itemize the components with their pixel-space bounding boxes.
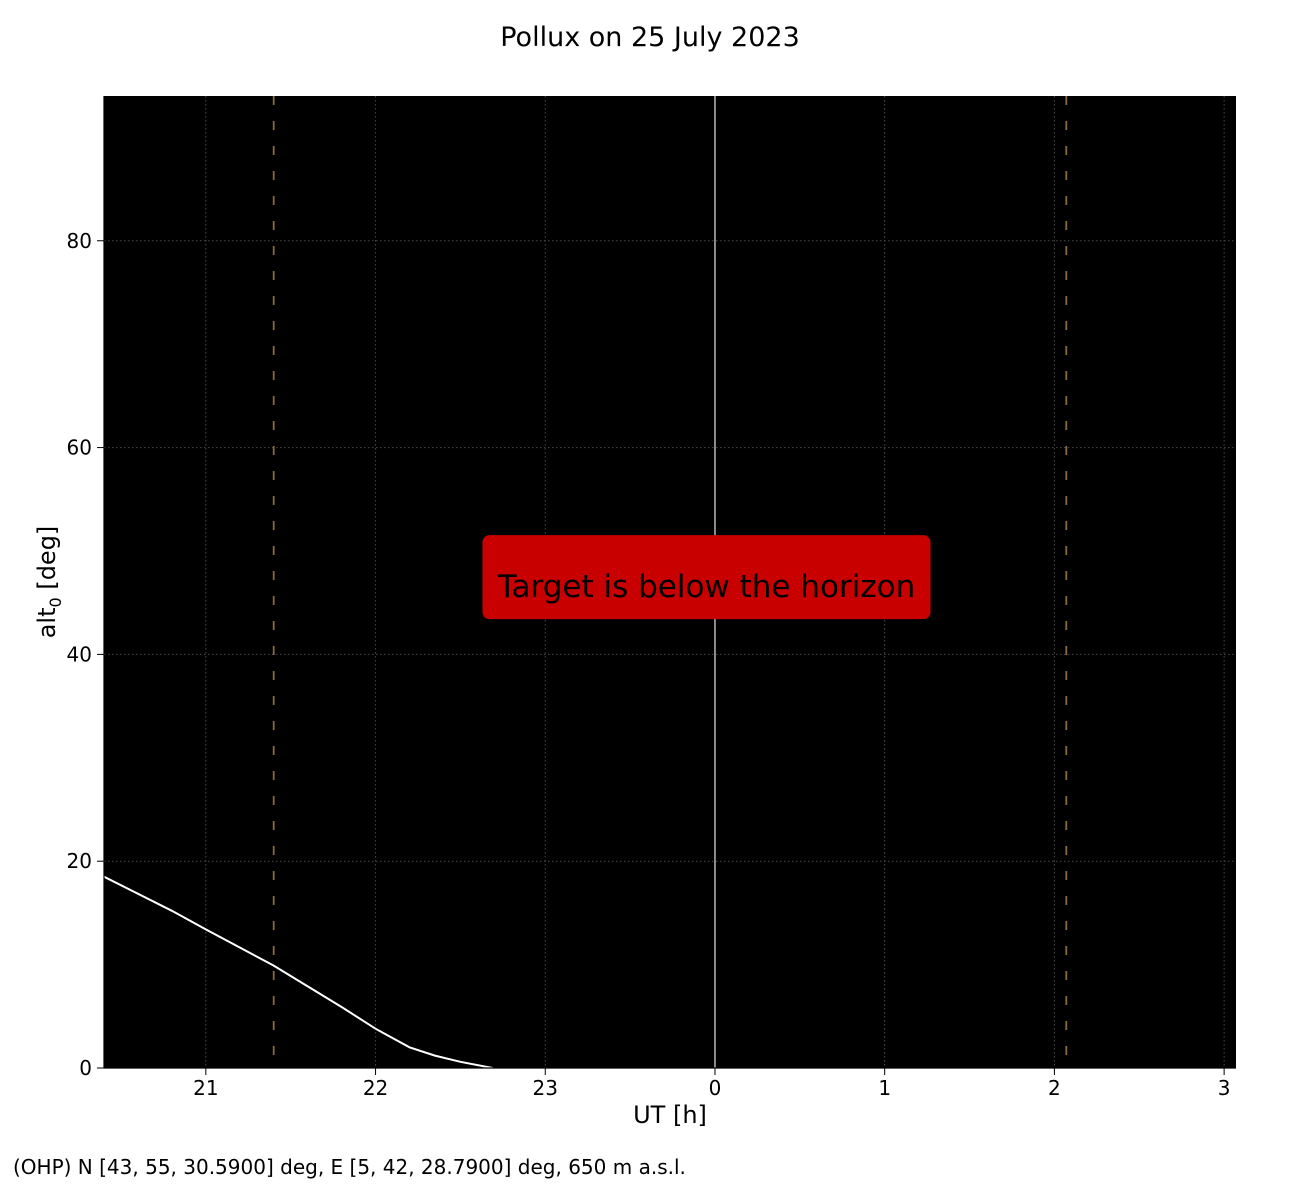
x-tick-label: 21 bbox=[193, 1076, 218, 1100]
x-tick-label: 22 bbox=[363, 1076, 388, 1100]
chart-title: Pollux on 25 July 2023 bbox=[500, 22, 800, 53]
annotation-box bbox=[482, 535, 931, 620]
altitude-curve bbox=[103, 875, 493, 1069]
observatory-location: (OHP) N [43, 55, 30.5900] deg, E [5, 42,… bbox=[13, 1155, 686, 1179]
y-axis-label: alt0 [deg] bbox=[33, 526, 65, 639]
y-tick-label: 80 bbox=[67, 229, 92, 253]
x-tick-label: 1 bbox=[878, 1076, 891, 1100]
y-tick-label: 40 bbox=[67, 642, 92, 666]
x-axis-label: UT [h] bbox=[633, 1101, 707, 1129]
y-tick-label: 20 bbox=[67, 849, 92, 873]
y-tick-label: 60 bbox=[67, 436, 92, 460]
x-tick-label: 0 bbox=[709, 1076, 722, 1100]
y-tick-label: 0 bbox=[79, 1056, 92, 1080]
annotation-text: Target is below the horizon bbox=[497, 569, 916, 605]
x-tick-label: 23 bbox=[533, 1076, 558, 1100]
x-tick-label: 2 bbox=[1048, 1076, 1061, 1100]
x-tick-label: 3 bbox=[1218, 1076, 1231, 1100]
